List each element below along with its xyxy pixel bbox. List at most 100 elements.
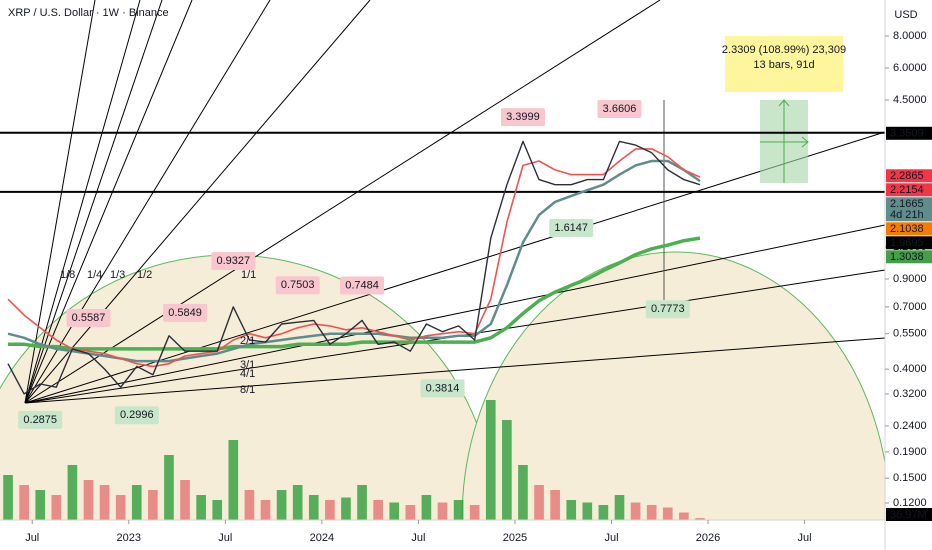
countdown: 4d 21h xyxy=(890,209,924,221)
volume-bar xyxy=(83,480,94,520)
volume-bar xyxy=(228,440,239,520)
volume-bar xyxy=(260,500,271,520)
fan-line xyxy=(24,0,661,404)
price-tag-label: 2.1038 xyxy=(890,223,924,235)
volume-bar xyxy=(244,490,255,520)
volume-bar xyxy=(534,485,544,520)
price-tag xyxy=(886,126,932,140)
price-label-box xyxy=(66,308,111,327)
y-tick-label: 0.1200 xyxy=(893,497,927,509)
fan-label: 1/4 xyxy=(87,269,102,281)
overlay: 8.00006.00004.50001.20000.90000.70000.55… xyxy=(18,30,932,544)
volume-bar xyxy=(357,485,367,520)
x-tick-label: 2025 xyxy=(503,532,527,544)
fan-label: 1/8 xyxy=(60,269,75,281)
price-axis xyxy=(885,0,932,550)
volume-bar xyxy=(598,505,609,520)
volume-bar xyxy=(51,495,62,520)
volume-bar xyxy=(630,502,641,520)
fan-label: 1/1 xyxy=(241,269,256,281)
volume-bar xyxy=(148,490,158,520)
x-tick-label: Jul xyxy=(798,532,812,544)
price-tag-label: 1.3038 xyxy=(890,251,924,263)
volume-bar xyxy=(115,495,126,520)
volume-bar xyxy=(212,500,223,520)
fan-line xyxy=(24,0,96,404)
x-tick-label: Jul xyxy=(411,532,425,544)
chart-title: XRP / U.S. Dollar · 1W · Binance xyxy=(8,7,169,19)
x-tick-label: Jul xyxy=(604,532,618,544)
x-tick-label: Jul xyxy=(25,532,39,544)
price-label: 0.3814 xyxy=(426,382,460,394)
price-tag xyxy=(886,183,932,197)
price-tag xyxy=(886,222,932,236)
volume-bar xyxy=(421,495,432,520)
fan-line xyxy=(24,131,886,404)
price-label: 0.7773 xyxy=(651,303,685,315)
fan-line xyxy=(24,337,886,404)
volume-bar xyxy=(196,495,206,520)
volume-bar xyxy=(67,465,78,520)
price-tag xyxy=(886,169,932,183)
measure-tool: 2.3309 (108.99%) 23,309 13 bars, 91d xyxy=(722,36,846,183)
price-label: 0.2996 xyxy=(120,409,154,421)
volume-bar xyxy=(453,500,464,520)
price-label: 1.6147 xyxy=(554,222,588,234)
y-tick-label: 6.0000 xyxy=(893,62,927,74)
volume-bar xyxy=(566,500,577,520)
fan-line xyxy=(24,0,141,404)
x-tick-label: Jul xyxy=(218,532,232,544)
price-tag-label: 2.2865 xyxy=(890,170,924,182)
price-label-box xyxy=(340,276,385,295)
volume-bar xyxy=(485,400,496,520)
volume-tag xyxy=(886,508,932,521)
price-label: 3.3999 xyxy=(506,111,540,123)
y-tick-label: 0.3200 xyxy=(893,388,927,400)
x-tick-label: 2023 xyxy=(117,532,141,544)
price-label-box xyxy=(114,406,159,425)
price-tag-label: 3.3509 xyxy=(890,128,924,140)
time-axis xyxy=(0,520,885,550)
measure-arrow xyxy=(778,99,790,107)
volume-bar xyxy=(662,507,673,520)
fan-label: 2/1 xyxy=(240,335,255,347)
price-tag xyxy=(886,236,932,250)
y-tick-label: 0.1500 xyxy=(893,472,927,484)
volume-bar xyxy=(99,485,110,520)
volume-bar xyxy=(35,490,46,520)
volume-bar xyxy=(341,497,351,520)
volume-bar xyxy=(276,490,287,520)
volume-bar xyxy=(389,502,400,520)
volume-bar xyxy=(469,505,480,520)
volume-bar xyxy=(325,500,335,520)
price-tag xyxy=(886,250,932,264)
price-label-box xyxy=(549,218,594,237)
plot xyxy=(0,131,885,520)
volume-bar xyxy=(550,490,560,520)
fan-label: 4/1 xyxy=(240,368,255,380)
y-tick-label: 8.0000 xyxy=(893,30,927,42)
measure-arrow xyxy=(801,136,809,148)
price-label: 0.5849 xyxy=(168,307,202,319)
fan-label: 1/3 xyxy=(110,269,125,281)
volume-bar xyxy=(180,480,190,520)
y-tick-label: 0.1900 xyxy=(893,446,927,458)
volume-bar xyxy=(131,485,142,520)
volume-bar xyxy=(292,485,303,520)
y-tick-label: 0.7000 xyxy=(893,301,927,313)
price-label: 0.9327 xyxy=(216,255,250,267)
price-label-box xyxy=(275,276,320,295)
volume-bar xyxy=(19,485,29,520)
price-label-box xyxy=(163,303,208,322)
volume-bar xyxy=(518,465,528,520)
price-label-box xyxy=(500,108,545,127)
price-label-box xyxy=(18,410,63,429)
volume-bar xyxy=(695,518,705,520)
fan-label: 8/1 xyxy=(240,384,255,396)
measure-box xyxy=(725,36,843,92)
price-label-box xyxy=(211,251,256,270)
volume-bar xyxy=(373,500,383,520)
fan-line xyxy=(24,0,163,404)
volume-bar xyxy=(646,505,657,520)
